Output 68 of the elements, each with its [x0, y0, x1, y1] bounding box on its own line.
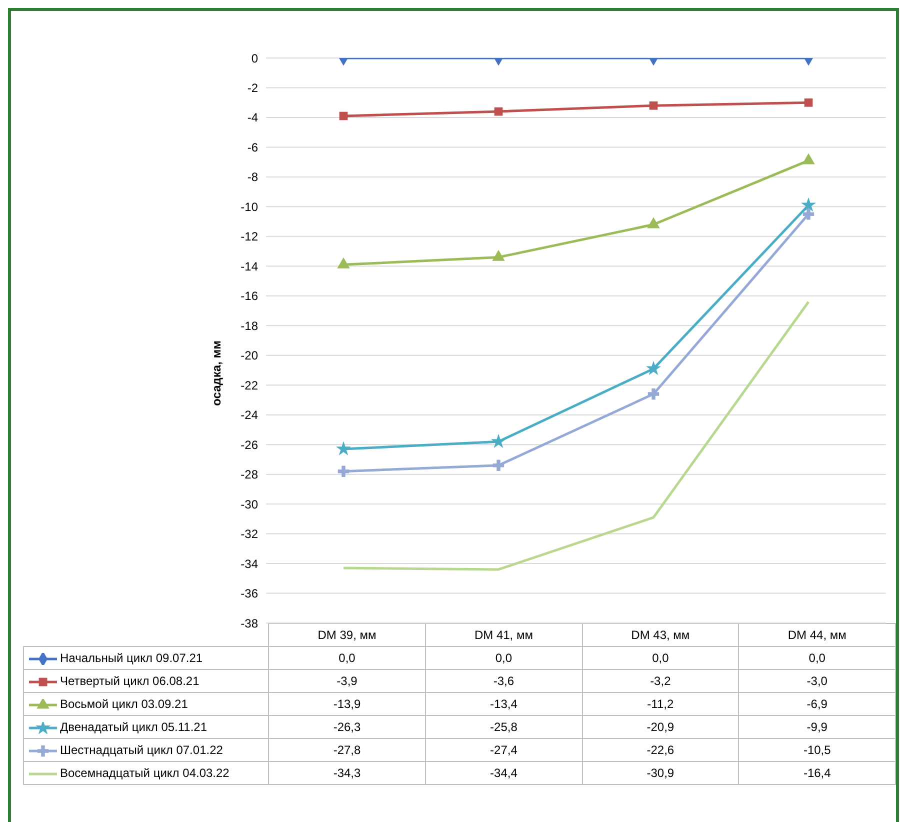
data-label: -27,8 [268, 738, 426, 762]
point [338, 466, 350, 477]
legend-label: Шестнадцатый цикл 07.01.22 [24, 738, 269, 762]
data-label: 0,0 [268, 646, 426, 670]
y-axis-title: осадка, мм [209, 340, 224, 406]
data-label: -16,4 [738, 762, 896, 784]
data-label: 0,0 [738, 646, 896, 670]
data-label: -34,4 [425, 762, 582, 784]
y-tick-label: -30 [240, 497, 258, 512]
data-label: -30,9 [582, 762, 739, 784]
data-label: -3,2 [582, 670, 739, 692]
y-tick-label: -2 [247, 80, 258, 95]
data-label: -9,9 [738, 716, 896, 738]
data-label: -27,4 [425, 738, 582, 762]
data-label: -3,0 [738, 670, 896, 692]
y-tick-label: -28 [240, 468, 258, 482]
x-tick-label: DM 39, мм [268, 624, 426, 646]
point [492, 460, 504, 472]
y-tick-label: -10 [240, 200, 258, 214]
y-tick-label: -8 [247, 170, 258, 184]
legend-label: Восемнадцатый цикл 04.03.22 [24, 762, 269, 784]
data-label: -6,9 [738, 692, 896, 716]
legend-label: Четвертый цикл 06.08.21 [24, 670, 269, 692]
point [802, 208, 814, 220]
y-tick-label: -24 [240, 408, 258, 422]
point [648, 388, 660, 400]
data-label: -26,3 [268, 716, 426, 738]
point [800, 197, 816, 212]
data-label: -3,6 [425, 670, 582, 692]
x-tick-label: DM 41, мм [425, 624, 582, 646]
point [646, 360, 662, 376]
legend-label: Начальный цикл 09.07.21 [24, 646, 269, 670]
data-label: 0,0 [582, 646, 739, 670]
point [336, 441, 352, 456]
point [339, 112, 348, 120]
y-tick-label: -26 [240, 438, 258, 452]
y-tick-label: -32 [240, 527, 258, 542]
x-tick-label: DM 44, мм [738, 624, 896, 646]
data-label: -34,3 [268, 762, 426, 784]
y-tick-label: -6 [247, 140, 258, 154]
data-label: -22,6 [582, 738, 739, 762]
legend-label: Двенадатый цикл 05.11.21 [24, 716, 269, 738]
y-tick-label: -18 [240, 318, 258, 333]
y-tick-label: -12 [240, 230, 258, 244]
data-label: -10,5 [738, 738, 896, 762]
y-tick-label: -20 [240, 348, 258, 363]
point [804, 98, 813, 107]
data-label: 0,0 [425, 646, 582, 670]
point [494, 107, 503, 116]
y-tick-label: -36 [240, 586, 258, 601]
data-label: -20,9 [582, 716, 739, 738]
legend-label: Восьмой цикл 03.09.21 [24, 692, 269, 716]
line-series [342, 300, 810, 571]
data-label: -25,8 [425, 716, 582, 738]
data-label: -13,4 [425, 692, 582, 716]
y-tick-label: -14 [240, 259, 258, 274]
point [649, 101, 658, 110]
y-tick-label: -4 [247, 110, 258, 125]
y-tick-label: -38 [240, 616, 258, 630]
y-tick-label: -34 [240, 556, 258, 571]
data-label: -11,2 [582, 692, 739, 716]
data-label: -3,9 [268, 670, 426, 692]
point [490, 434, 506, 448]
y-tick-label: -22 [240, 378, 258, 392]
y-tick-label: 0 [251, 51, 258, 66]
x-tick-label: DM 43, мм [582, 624, 739, 646]
y-tick-label: -16 [240, 289, 258, 304]
data-label: -13,9 [268, 692, 426, 716]
